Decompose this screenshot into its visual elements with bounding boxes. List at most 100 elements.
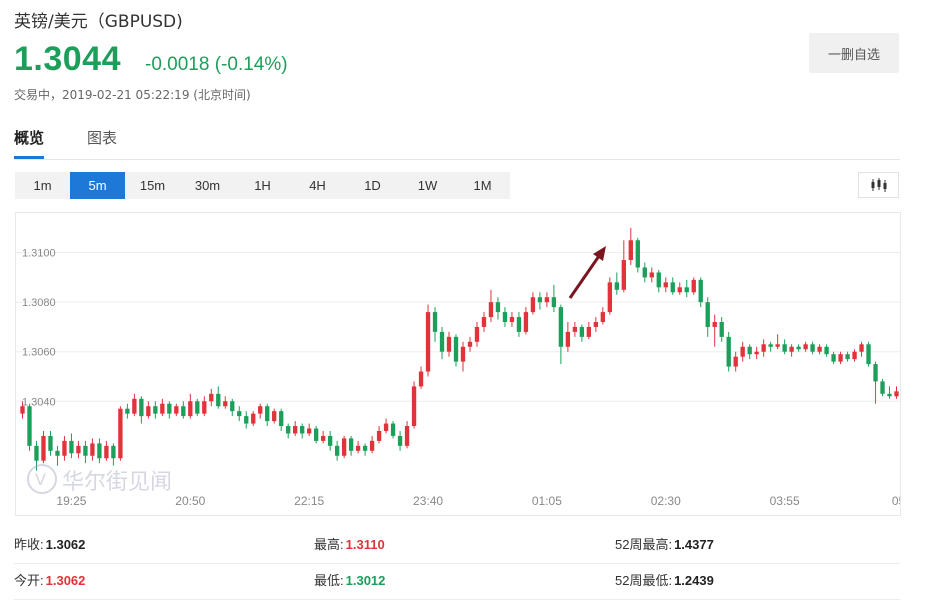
svg-text:V: V bbox=[35, 470, 46, 489]
stat-label: 最高: bbox=[314, 537, 344, 552]
x-tick-label: 19:25 bbox=[56, 494, 86, 508]
candlestick-icon bbox=[871, 178, 886, 192]
candle bbox=[62, 435, 67, 461]
candle bbox=[544, 292, 550, 308]
tab-overview[interactable]: 概览 bbox=[14, 127, 45, 159]
candle bbox=[460, 341, 466, 372]
x-tick-label: 03:55 bbox=[770, 494, 800, 508]
candle bbox=[334, 440, 340, 461]
candle bbox=[705, 297, 710, 337]
candle bbox=[300, 423, 305, 439]
candle bbox=[670, 277, 675, 295]
interval-4h[interactable]: 4H bbox=[309, 178, 326, 193]
candle bbox=[348, 435, 354, 456]
candle bbox=[362, 443, 368, 456]
candle bbox=[873, 361, 878, 404]
candle bbox=[677, 282, 682, 295]
candle bbox=[803, 341, 808, 352]
x-tick-label: 23:40 bbox=[413, 494, 443, 508]
candle bbox=[551, 284, 557, 313]
candle bbox=[768, 341, 773, 352]
candle bbox=[188, 393, 193, 419]
candle bbox=[111, 443, 116, 466]
candle bbox=[20, 401, 25, 419]
candle bbox=[320, 430, 326, 444]
candle bbox=[488, 289, 494, 322]
candle bbox=[628, 227, 633, 266]
candle bbox=[307, 423, 312, 436]
interval-1d[interactable]: 1D bbox=[364, 178, 381, 193]
x-tick-label: 05:2 bbox=[892, 494, 900, 508]
candle bbox=[586, 321, 592, 340]
interval-1w[interactable]: 1W bbox=[417, 178, 438, 193]
candle bbox=[69, 433, 74, 459]
trading-timestamp: 交易中，2019-02-21 05:22:19 (北京时间) bbox=[14, 88, 251, 102]
interval-15m[interactable]: 15m bbox=[139, 178, 166, 193]
candle bbox=[649, 267, 654, 283]
interval-selector: 1m 5m 15m 30m 1H 4H 1D 1W 1M bbox=[15, 172, 510, 199]
candle bbox=[83, 440, 88, 464]
candle bbox=[579, 324, 585, 342]
stat-value: 1.3062 bbox=[45, 537, 86, 552]
price-chart[interactable]: 1.3040 1.3060 1.3080 1.3100 19:25 20:50 22:15 2… bbox=[15, 212, 901, 516]
candle bbox=[230, 398, 235, 417]
instrument-title: 英镑/美元（GBPUSD) bbox=[14, 12, 183, 32]
candle bbox=[712, 314, 717, 347]
candle bbox=[817, 344, 822, 355]
stat-value: 1.2439 bbox=[674, 573, 714, 588]
candle bbox=[824, 344, 829, 357]
candle bbox=[90, 438, 95, 461]
candle bbox=[390, 421, 396, 439]
stat-open: 今开: 1.3062 bbox=[14, 570, 85, 589]
stat-label: 昨收: bbox=[14, 537, 44, 552]
candle bbox=[125, 403, 130, 419]
candle bbox=[600, 307, 606, 325]
y-tick-label: 1.3080 bbox=[22, 297, 56, 309]
stat-value: 1.4377 bbox=[674, 537, 714, 552]
stat-label: 52周最低: bbox=[615, 573, 673, 588]
candle bbox=[27, 403, 32, 451]
stat-label: 今开: bbox=[14, 573, 44, 588]
candle bbox=[397, 430, 403, 451]
candle bbox=[48, 430, 53, 456]
interval-5m[interactable]: 5m bbox=[70, 172, 125, 199]
chart-type-button[interactable] bbox=[858, 172, 899, 198]
candle bbox=[740, 341, 745, 362]
candle bbox=[523, 307, 529, 335]
candle bbox=[747, 344, 752, 360]
candle bbox=[418, 366, 424, 389]
candle bbox=[621, 240, 626, 293]
candle bbox=[139, 396, 144, 424]
candle bbox=[118, 406, 123, 461]
watermark-text: 华尔街见闻 bbox=[62, 470, 172, 495]
stat-high: 最高: 1.3110 bbox=[314, 534, 385, 553]
stat-low: 最低: 1.3012 bbox=[314, 570, 385, 589]
candle bbox=[593, 317, 599, 332]
candle bbox=[502, 307, 508, 327]
candle bbox=[327, 430, 333, 451]
stats-row: 今开: 1.3062 最低: 1.3012 52周最低: 1.2439 bbox=[14, 564, 900, 600]
remove-watchlist-button[interactable]: 一删自选 bbox=[809, 33, 899, 73]
candle bbox=[55, 445, 60, 466]
candle bbox=[153, 401, 158, 419]
tab-chart[interactable]: 图表 bbox=[87, 129, 118, 147]
candle bbox=[845, 351, 850, 362]
interval-1h[interactable]: 1H bbox=[254, 178, 271, 193]
candle bbox=[642, 262, 647, 283]
interval-30m[interactable]: 30m bbox=[194, 178, 221, 193]
candle bbox=[558, 304, 564, 365]
candle bbox=[663, 277, 668, 293]
interval-1m[interactable]: 1m bbox=[33, 178, 52, 193]
candle bbox=[537, 292, 543, 310]
candle bbox=[810, 341, 815, 355]
candle bbox=[209, 388, 214, 407]
candle bbox=[894, 386, 899, 399]
candle bbox=[754, 346, 759, 360]
interval-1month[interactable]: 1M bbox=[473, 178, 492, 193]
candle bbox=[887, 386, 892, 399]
candle bbox=[432, 307, 438, 342]
candle bbox=[495, 297, 501, 320]
candle bbox=[369, 435, 375, 454]
candle bbox=[719, 317, 724, 342]
candle bbox=[789, 344, 794, 357]
